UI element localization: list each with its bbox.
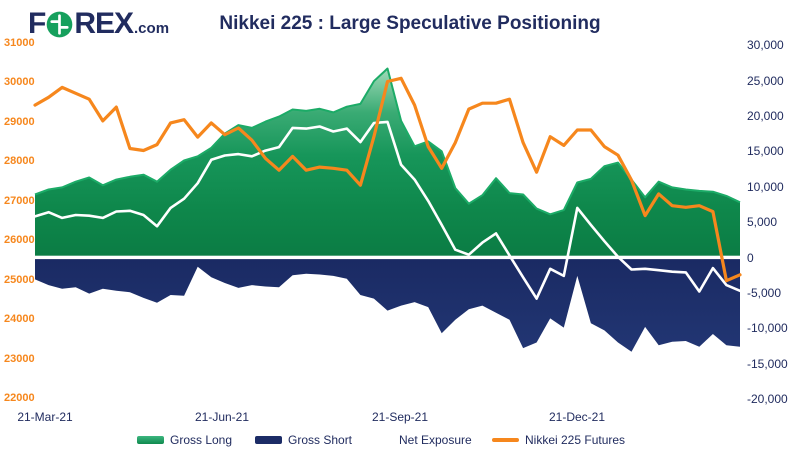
date-axis-tick: 21-Jun-21 xyxy=(194,410,250,424)
left-axis-tick: 28000 xyxy=(4,155,35,168)
left-axis-tick: 24000 xyxy=(4,313,35,326)
left-axis-tick: 23000 xyxy=(4,352,35,365)
forex-logo: F REX .com xyxy=(28,6,169,42)
left-axis-tick: 27000 xyxy=(4,194,35,207)
legend-label: Gross Short xyxy=(288,433,353,447)
left-axis-tick: 30000 xyxy=(4,76,35,89)
right-axis-tick: 20,000 xyxy=(747,108,784,123)
zero-line xyxy=(35,255,740,260)
net-exposure-swatch-icon xyxy=(366,436,393,444)
legend-label: Nikkei 225 Futures xyxy=(525,433,626,447)
left-axis-tick: 25000 xyxy=(4,273,35,286)
legend-item-net-exposure: Net Exposure xyxy=(366,433,472,447)
left-axis-tick: 31000 xyxy=(4,37,35,49)
gross-long-swatch-icon xyxy=(137,436,164,444)
legend-item-gross-long: Gross Long xyxy=(137,433,232,447)
right-axis-tick: -20,000 xyxy=(747,392,788,407)
nikkei-futures-swatch-icon xyxy=(492,438,519,442)
legend-item-gross-short: Gross Short xyxy=(255,433,352,447)
right-axis-tick: 10,000 xyxy=(747,179,784,194)
gross-short-swatch-icon xyxy=(255,436,282,444)
left-axis-tick: 26000 xyxy=(4,234,35,247)
gross-long-area xyxy=(35,68,740,258)
right-axis-tick: 25,000 xyxy=(747,73,784,88)
legend-label: Net Exposure xyxy=(399,433,472,447)
forex-circle-icon xyxy=(46,11,73,38)
nikkei-futures-line xyxy=(33,76,742,283)
left-axis-tick: 29000 xyxy=(4,115,35,128)
right-axis-tick: 15,000 xyxy=(747,144,784,159)
gross-short-area xyxy=(35,257,740,352)
right-axis-tick: 0 xyxy=(747,250,754,265)
right-axis-tick: 30,000 xyxy=(747,38,784,53)
chart-title: Nikkei 225 : Large Speculative Positioni… xyxy=(219,13,601,34)
right-axis-tick: -10,000 xyxy=(747,321,788,336)
date-axis-tick: 21-Dec-21 xyxy=(548,410,606,424)
date-axis-tick: 21-Mar-21 xyxy=(17,410,73,424)
right-axis-tick: 5,000 xyxy=(747,215,778,230)
legend-label: Gross Long xyxy=(170,433,233,447)
net-exposure-line xyxy=(33,120,742,300)
right-axis-tick: -15,000 xyxy=(747,356,788,371)
left-axis-tick: 22000 xyxy=(4,392,35,404)
gross-long-edge xyxy=(34,67,741,216)
legend-item-nikkei-futures: Nikkei 225 Futures xyxy=(492,433,625,447)
date-axis-tick: 21-Sep-21 xyxy=(371,410,429,424)
logo-dotcom: .com xyxy=(134,20,170,37)
right-axis-tick: -5,000 xyxy=(747,285,782,300)
logo-letters-rex: REX xyxy=(74,7,134,40)
logo-letter-f: F xyxy=(28,7,46,40)
